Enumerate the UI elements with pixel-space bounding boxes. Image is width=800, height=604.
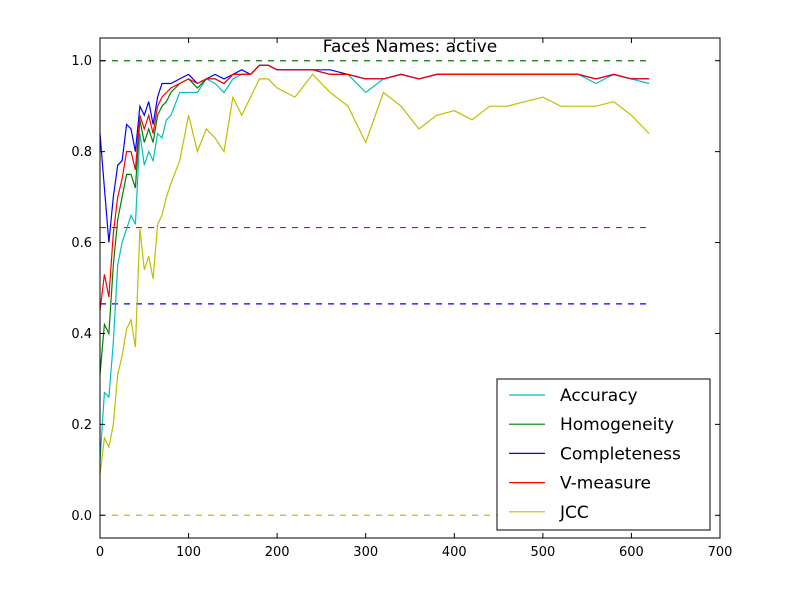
- x-tick-label: 300: [353, 545, 378, 560]
- x-tick-label: 100: [176, 545, 201, 560]
- legend-box: [496, 378, 711, 531]
- y-tick-label: 0.6: [71, 236, 92, 251]
- legend: Accuracy Homogeneity Completeness V-measure…: [496, 378, 711, 531]
- legend-label-accuracy: Accuracy: [560, 386, 638, 406]
- x-tick-label: 200: [265, 545, 290, 560]
- chart-title: Faces Names: active: [323, 37, 498, 57]
- y-tick-label: 0.0: [71, 509, 92, 524]
- x-tick-label: 500: [530, 545, 555, 560]
- y-tick-label: 1.0: [71, 54, 92, 69]
- y-tick-label: 0.2: [71, 418, 92, 433]
- legend-label-homogeneity: Homogeneity: [560, 415, 674, 435]
- series-line-v-measure: [99, 64, 650, 311]
- y-tick-label: 0.4: [71, 327, 92, 342]
- x-tick-label: 700: [708, 545, 733, 560]
- series-line-jcc: [99, 73, 650, 475]
- y-tick-label: 0.8: [71, 145, 92, 160]
- x-tick-label: 0: [96, 545, 104, 560]
- x-tick-label: 400: [442, 545, 467, 560]
- x-tick-label: 600: [619, 545, 644, 560]
- legend-label-v-measure: V-measure: [560, 474, 651, 494]
- plot-frame: [99, 37, 721, 539]
- legend-label-jcc: JCC: [559, 503, 589, 523]
- legend-label-completeness: Completeness: [560, 444, 681, 464]
- axis-ticks: 0 100 200 300 400 500 600 700 0.0 0.2 0.4 0.6 0.8 1.0: [71, 38, 732, 560]
